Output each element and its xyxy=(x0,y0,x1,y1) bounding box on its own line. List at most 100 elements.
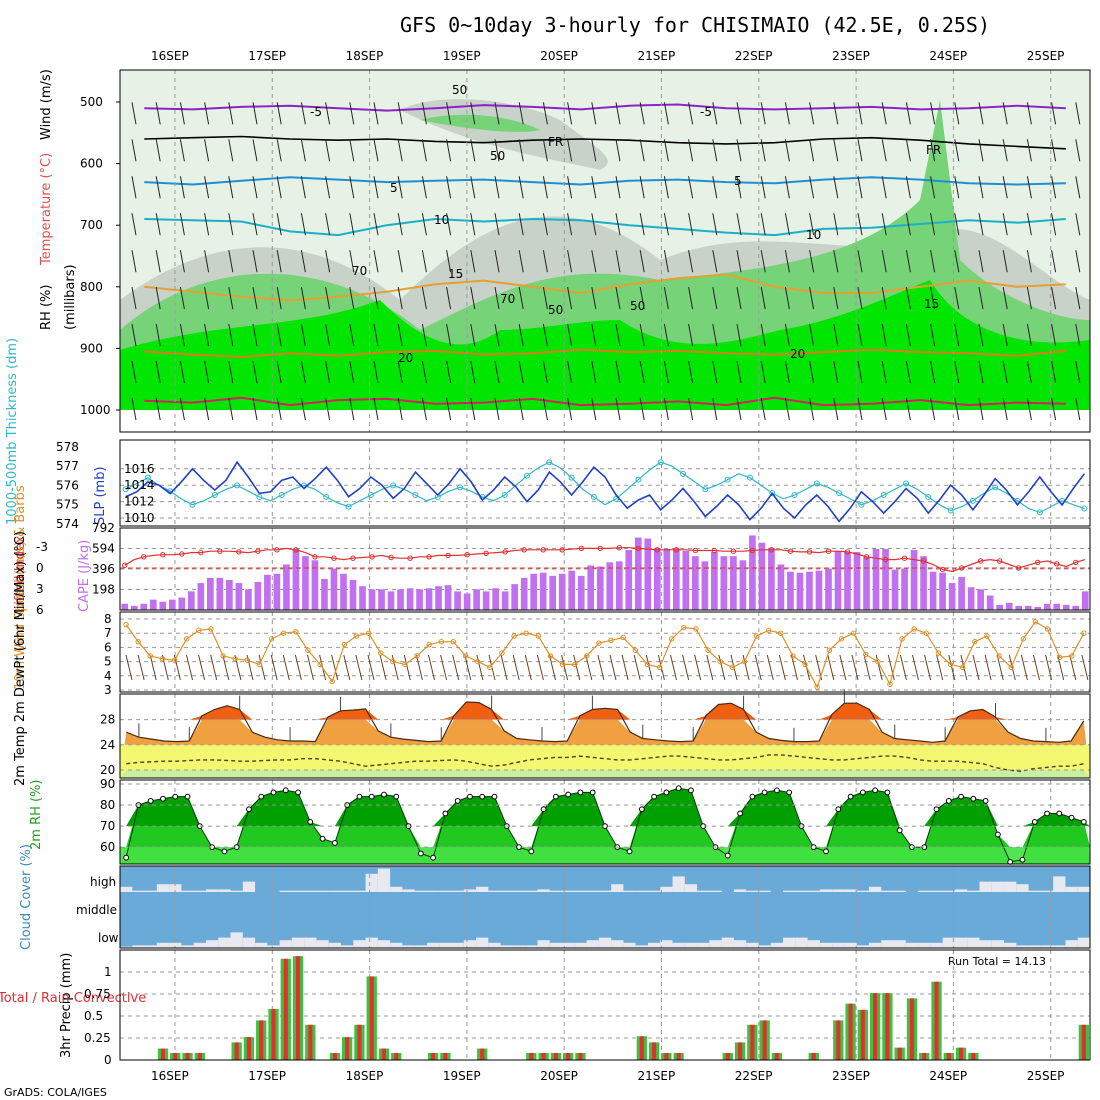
wind10m-marker xyxy=(1008,664,1014,670)
wind-barb xyxy=(518,139,524,162)
precip-convective-bar xyxy=(676,1052,681,1060)
bottom-day-label: 20SEP xyxy=(540,1069,578,1083)
cloud-low-bar xyxy=(697,942,710,948)
precip-convective-bar xyxy=(909,998,915,1060)
cape-bar xyxy=(787,571,794,610)
temperature-label: Temperature (°C) xyxy=(39,153,54,266)
wind-barb xyxy=(1075,176,1081,199)
thickness-marker xyxy=(746,474,753,481)
cloud-high-bar xyxy=(390,886,403,892)
precip-convective-bar xyxy=(566,1052,571,1060)
wind-barb xyxy=(542,360,548,384)
wind-barb xyxy=(421,102,427,125)
wind-barb xyxy=(615,139,621,162)
wind-barb xyxy=(857,176,863,199)
cloud-layer-low: low xyxy=(98,931,119,945)
wind10m-barb xyxy=(186,654,193,681)
precip-convective-bar xyxy=(394,1052,399,1060)
wind-barb xyxy=(1051,287,1057,310)
wind10m-barb xyxy=(137,654,145,681)
wind10m-barb xyxy=(706,654,714,681)
cloud-low-bar xyxy=(783,937,796,948)
thickness-marker xyxy=(791,492,798,499)
wind-barb xyxy=(373,287,379,310)
precip-tick: 0.75 xyxy=(84,987,111,1001)
wind10m-barb xyxy=(415,654,423,681)
wind-barb xyxy=(131,102,137,125)
cloud-layer-high: high xyxy=(90,875,116,889)
cloud-low-bar xyxy=(1028,945,1041,948)
wind-barb xyxy=(712,287,718,310)
cloud-high-bar xyxy=(1004,881,1017,892)
wind-barb xyxy=(881,360,887,384)
wind10m-marker xyxy=(1081,630,1087,636)
rh2m-marker xyxy=(528,848,535,855)
wind-barb xyxy=(688,176,694,199)
wind-barb xyxy=(833,250,839,273)
wind10m-marker xyxy=(705,647,711,653)
thickness-marker xyxy=(390,482,397,489)
cloud-high-bar xyxy=(893,890,906,892)
wind-barb xyxy=(663,250,669,273)
wind-barb xyxy=(155,397,161,421)
wind-barb xyxy=(397,176,403,199)
li-marker xyxy=(1054,561,1060,567)
cloud-low-bar xyxy=(930,942,943,948)
wind-barb xyxy=(615,287,621,310)
bottom-day-label: 25SEP xyxy=(1027,1069,1065,1083)
cape-bar xyxy=(302,556,309,610)
wind-barb xyxy=(228,139,234,162)
cape-bar xyxy=(758,542,766,610)
wind-barb xyxy=(421,360,427,384)
cloud-low-bar xyxy=(451,942,464,948)
wind-barb xyxy=(325,213,331,236)
cape-bar xyxy=(825,568,832,610)
wind-barb xyxy=(1075,323,1081,347)
wind10m-barb xyxy=(355,654,363,681)
wind-barb xyxy=(857,287,863,310)
li-marker xyxy=(901,555,908,561)
wind10m-marker xyxy=(1069,653,1075,659)
wind-barb xyxy=(397,102,403,125)
precip-convective-bar xyxy=(873,993,878,1060)
cape-bar xyxy=(368,589,376,610)
cape-bar xyxy=(1043,603,1051,610)
rh2m-marker xyxy=(847,793,854,800)
rh2m-marker xyxy=(467,793,473,800)
top-day-label: 16SEP xyxy=(151,49,189,63)
wind-barb xyxy=(688,250,694,273)
precip-convective-bar xyxy=(443,1052,448,1060)
wind-barb xyxy=(712,360,718,384)
wind10m-barb xyxy=(536,654,544,681)
wind-barb xyxy=(542,176,548,199)
wind10m-barb xyxy=(851,654,859,681)
cape-bar xyxy=(730,556,737,610)
wind10m-marker xyxy=(293,629,299,635)
wind-barb xyxy=(857,323,863,347)
wind-barb xyxy=(300,176,306,199)
wind10m-barb xyxy=(294,654,302,681)
cape-bar xyxy=(492,588,499,610)
wind-barb xyxy=(905,139,911,162)
cloud-high-bar xyxy=(463,889,477,892)
wind-barb xyxy=(155,102,161,125)
cloud-low-bar xyxy=(365,937,378,948)
cloud-low-bar xyxy=(414,945,427,948)
wind-barb xyxy=(978,287,984,310)
cloud-low-bar xyxy=(868,942,882,948)
cloud-low-bar xyxy=(525,945,538,948)
wind10m-barb xyxy=(1045,654,1053,681)
rh2m-marker xyxy=(872,787,879,794)
wind10m-barb xyxy=(924,654,932,681)
cape-bar xyxy=(359,586,366,610)
cape-bar xyxy=(986,595,994,610)
wind10m-barb xyxy=(1081,654,1089,681)
wind-barb xyxy=(276,397,282,421)
lifted-index-label: Lifted Index xyxy=(13,535,28,612)
li-marker xyxy=(1073,559,1079,566)
contour-label: -5 xyxy=(310,105,322,119)
wind-barb xyxy=(712,213,718,236)
cape-bar xyxy=(815,570,823,610)
wind10m-marker xyxy=(305,647,311,653)
wind-barb xyxy=(228,250,234,273)
